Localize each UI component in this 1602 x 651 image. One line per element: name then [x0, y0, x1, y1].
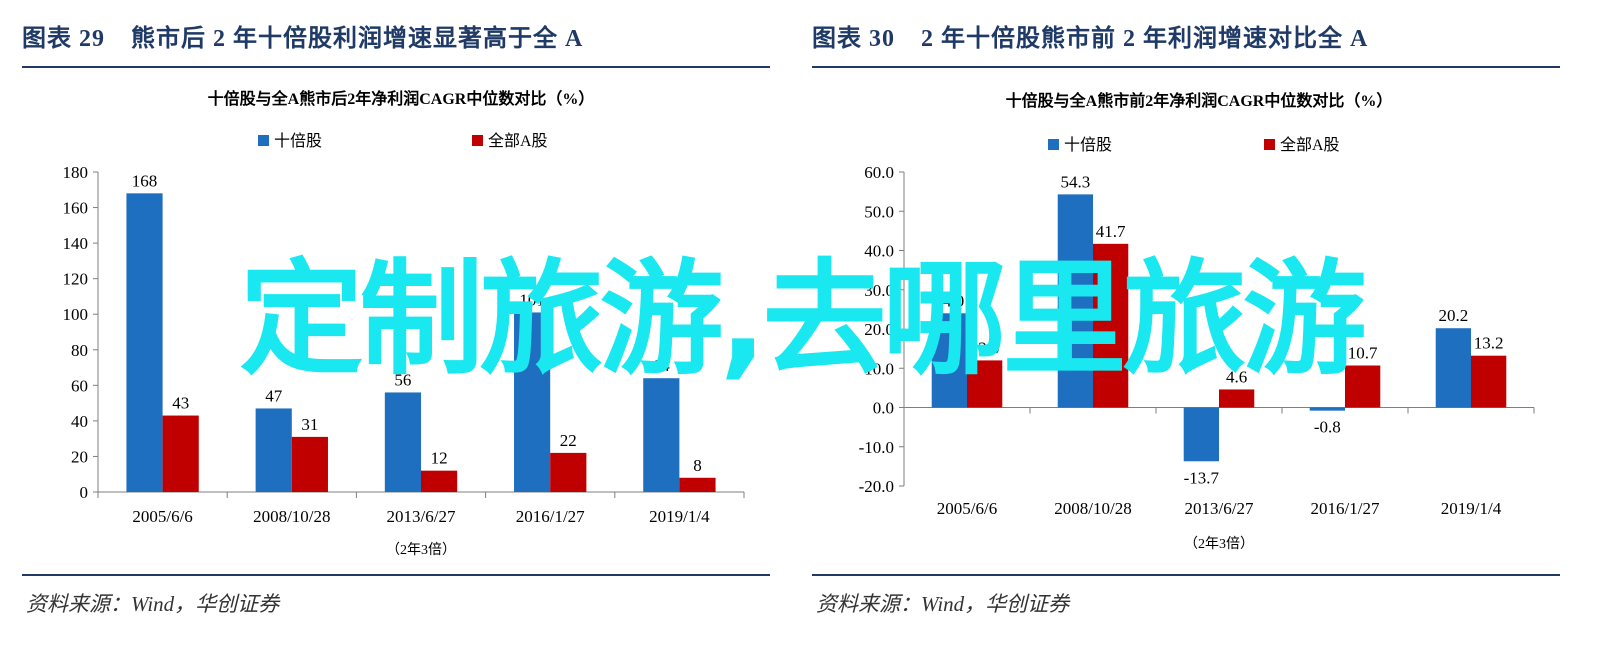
y-tick-label: 140: [63, 234, 89, 253]
legend-swatch: [1048, 139, 1059, 150]
chart-title: 十倍股与全A熊市后2年净利润CAGR中位数对比（%）: [208, 89, 595, 108]
y-tick-label: 50.0: [864, 202, 894, 221]
bar: [931, 313, 967, 408]
data-label: 12.0: [970, 338, 1000, 357]
y-tick-label: 20.0: [864, 320, 894, 339]
x-axis-note: （2年3倍）: [1184, 536, 1254, 552]
data-label: 24.0: [934, 291, 964, 310]
x-tick-label: 2019/1/4: [1441, 499, 1502, 518]
y-tick-label: 100: [63, 305, 89, 324]
y-tick-label: 120: [63, 270, 89, 289]
data-label: 56: [394, 370, 411, 389]
x-tick-label: 2016/1/27: [1311, 499, 1380, 518]
figure-number: 图表 30: [812, 26, 895, 52]
figure-title: 图表 30 2 年十倍股熊市前 2 年利润增速对比全 A: [812, 18, 1368, 53]
chart-29: 十倍股与全A熊市后2年净利润CAGR中位数对比（%） 十倍股 全部A股 0 20 40 60…: [63, 89, 745, 558]
data-label: 20.2: [1438, 306, 1468, 325]
bar: [967, 360, 1003, 408]
chart-title: 十倍股与全A熊市前2年净利润CAGR中位数对比（%）: [1006, 91, 1393, 110]
bar: [1219, 389, 1255, 408]
bar: [679, 477, 716, 492]
data-label: 4.6: [1226, 367, 1247, 386]
x-tick-label: 2013/6/27: [387, 507, 456, 526]
x-tick-label: 2005/6/6: [132, 507, 192, 526]
legend-swatch: [1264, 139, 1275, 150]
data-label: 47: [265, 386, 283, 405]
data-label: 64: [653, 356, 671, 375]
source-note: 资料来源：Wind，华创证券: [26, 592, 280, 616]
y-tick-label: 40.0: [864, 242, 894, 261]
bar: [421, 470, 458, 492]
y-tick-label: -10.0: [859, 438, 894, 457]
y-tick-label: 10.0: [864, 359, 894, 378]
figure-caption: 熊市后 2 年十倍股利润增速显著高于全 A: [131, 26, 584, 52]
x-tick-label: 2008/10/28: [1054, 499, 1131, 518]
y-tick-label: 0.0: [873, 399, 894, 418]
bar: [1183, 407, 1219, 462]
y-tick-label: 20: [71, 447, 88, 466]
figure-caption: 2 年十倍股熊市前 2 年利润增速对比全 A: [921, 26, 1369, 52]
bar: [643, 378, 680, 492]
y-tick-label: 80: [71, 341, 88, 360]
x-tick-label: 2008/10/28: [253, 507, 330, 526]
legend-label: 全部A股: [488, 132, 548, 150]
source-divider: [812, 574, 1560, 576]
bar: [1435, 328, 1471, 408]
bar: [1471, 355, 1507, 408]
x-tick-label: 2019/1/4: [649, 507, 710, 526]
bar: [384, 392, 421, 492]
bar: [291, 436, 328, 492]
legend-swatch: [258, 135, 269, 146]
y-tick-label: 0: [80, 483, 89, 502]
x-tick-label: 2016/1/27: [516, 507, 585, 526]
y-tick-label: 40: [71, 412, 88, 431]
data-label: 31: [301, 415, 318, 434]
source-note: 资料来源：Wind，华创证券: [816, 592, 1070, 616]
title-divider: [22, 66, 770, 68]
data-label: 8: [693, 456, 702, 475]
y-tick-label: 60: [71, 376, 88, 395]
x-tick-label: 2013/6/27: [1185, 499, 1254, 518]
data-label: 43: [172, 394, 189, 413]
figure-29-panel: 图表 29 熊市后 2 年十倍股利润增速显著高于全 A 十倍股与全A熊市后2年净利…: [22, 0, 782, 651]
data-label: 13.2: [1474, 334, 1504, 353]
x-axis-note: （2年3倍）: [386, 542, 456, 558]
source-divider: [22, 574, 770, 576]
bar: [550, 452, 587, 492]
figure-number: 图表 29: [22, 26, 105, 52]
legend-label: 全部A股: [1280, 136, 1340, 154]
legend-label: 十倍股: [1064, 136, 1112, 154]
title-divider: [812, 66, 1560, 68]
y-tick-label: -20.0: [859, 477, 894, 496]
data-label: 22: [560, 431, 577, 450]
bar: [1345, 365, 1381, 408]
y-tick-label: 60.0: [864, 163, 894, 182]
y-tick-label: 180: [63, 163, 89, 182]
data-label: 10.7: [1348, 344, 1378, 363]
data-label: 41.7: [1096, 222, 1126, 241]
legend-label: 十倍股: [274, 132, 322, 150]
bar: [126, 193, 163, 492]
bar: [162, 415, 199, 492]
data-label: 101: [519, 290, 545, 309]
legend-swatch: [472, 135, 483, 146]
chart-30: 十倍股与全A熊市前2年净利润CAGR中位数对比（%） 十倍股 全部A股 -20.0 -1…: [859, 91, 1535, 552]
bar: [1093, 243, 1129, 408]
y-tick-label: 160: [63, 199, 89, 218]
bar: [1057, 194, 1093, 408]
data-label: 168: [132, 171, 158, 190]
data-label: 12: [431, 449, 448, 468]
bar: [255, 408, 292, 492]
data-label: -0.8: [1314, 418, 1341, 437]
data-label: -13.7: [1184, 468, 1220, 487]
bar: [514, 312, 551, 492]
y-tick-label: 30.0: [864, 281, 894, 300]
figure-30-panel: 图表 30 2 年十倍股熊市前 2 年利润增速对比全 A 十倍股与全A熊市前2年净…: [812, 0, 1572, 651]
bar: [1309, 407, 1345, 411]
x-tick-label: 2005/6/6: [937, 499, 997, 518]
figure-title: 图表 29 熊市后 2 年十倍股利润增速显著高于全 A: [22, 18, 583, 53]
data-label: 54.3: [1060, 172, 1090, 191]
